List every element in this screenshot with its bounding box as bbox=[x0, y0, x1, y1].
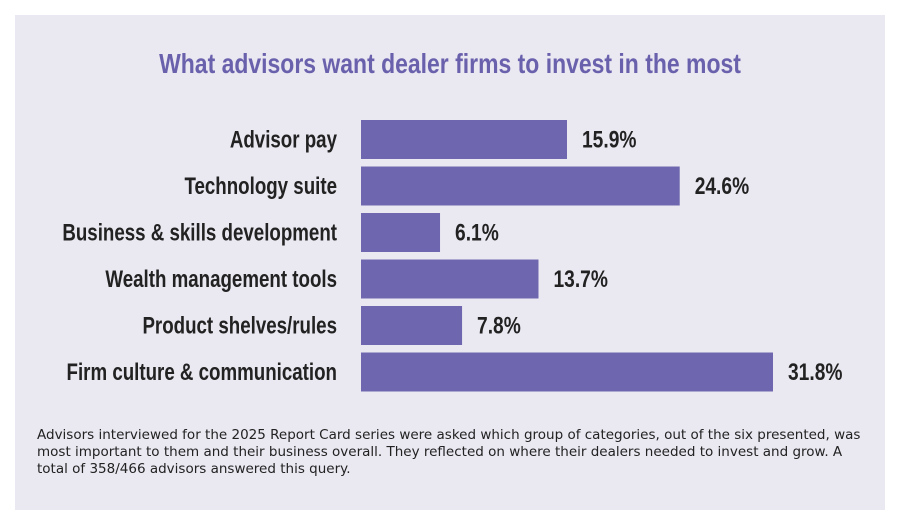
value-label: 6.1% bbox=[455, 220, 499, 247]
category-label: Business & skills development bbox=[62, 220, 337, 247]
category-label: Firm culture & communication bbox=[67, 359, 337, 386]
value-label: 24.6% bbox=[695, 173, 749, 200]
bars-layer: Advisor pay 15.9% Technology suite 24.6% Bus… bbox=[62, 120, 842, 392]
bar bbox=[361, 352, 773, 392]
category-label: Product shelves/rules bbox=[142, 313, 337, 340]
bar bbox=[361, 120, 567, 159]
chart-footnote: Advisors interviewed for the 2025 Report… bbox=[37, 427, 861, 477]
bar bbox=[361, 259, 539, 299]
bar bbox=[361, 213, 441, 252]
bar bbox=[361, 166, 680, 206]
value-label: 13.7% bbox=[553, 266, 607, 293]
chart-title: What advisors want dealer firms to inves… bbox=[159, 48, 741, 79]
category-label: Technology suite bbox=[184, 173, 337, 200]
value-label: 7.8% bbox=[477, 313, 521, 340]
value-label: 15.9% bbox=[582, 127, 636, 154]
category-label: Advisor pay bbox=[230, 127, 338, 154]
category-label: Wealth management tools bbox=[105, 266, 337, 293]
bar bbox=[361, 306, 463, 345]
value-label: 31.8% bbox=[788, 359, 842, 386]
